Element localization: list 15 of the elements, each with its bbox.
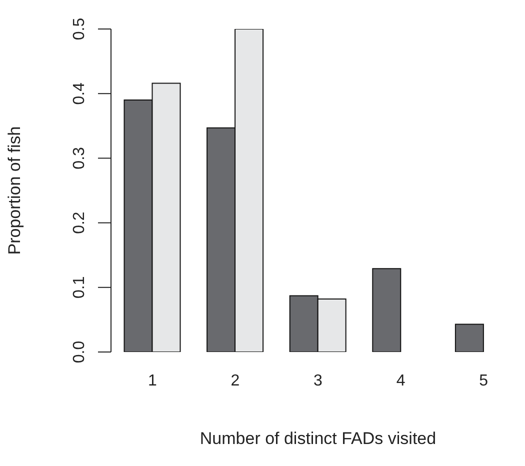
x-tick-label: 2 [230,372,240,390]
bar [454,324,484,352]
y-tick-label: 0.5 [71,18,88,40]
y-tick-label: 0.2 [71,212,88,234]
x-tick-label: 3 [314,372,323,390]
bar [372,268,402,352]
y-tick-label: 0.0 [71,340,88,364]
x-tick-label: 5 [479,372,488,390]
x-tick-label: 4 [396,372,406,390]
y-tick-label: 0.1 [71,276,88,299]
y-axis-title: Proportion of fish [5,126,24,255]
x-axis-title: Number of distinct FADs visited [200,429,436,448]
x-tick-label: 1 [148,372,157,390]
y-tick-label: 0.3 [71,146,88,170]
y-tick-label: 0.4 [71,82,88,105]
